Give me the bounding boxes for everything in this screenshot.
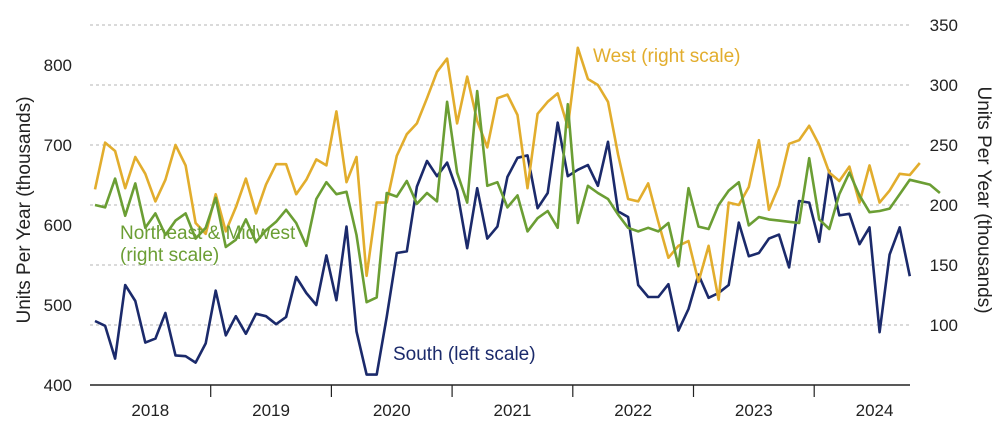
x-tick-2024: 2024 <box>856 401 894 420</box>
x-tick-2021: 2021 <box>494 401 532 420</box>
annotation-northeast-midwest: Northeast & Midwest (right scale) <box>120 223 301 266</box>
y-axis-right: 100 150 200 250 300 350 <box>930 16 958 335</box>
y-axis-left: 400 500 600 700 800 <box>44 56 72 395</box>
x-tick-2023: 2023 <box>735 401 773 420</box>
annotation-northeast-midwest-line1: Northeast & Midwest <box>120 223 296 244</box>
y-right-tick-350: 350 <box>930 16 958 35</box>
y-axis-label-right: Units Per Year (thousands) <box>973 86 994 313</box>
y-left-tick-600: 600 <box>44 216 72 235</box>
y-right-tick-200: 200 <box>930 196 958 215</box>
y-left-tick-800: 800 <box>44 56 72 75</box>
series-line-northeast-midwest <box>94 89 941 304</box>
annotation-northeast-midwest-line2: (right scale) <box>120 245 219 266</box>
x-tick-2022: 2022 <box>614 401 652 420</box>
y-left-tick-700: 700 <box>44 136 72 155</box>
x-tick-2018: 2018 <box>131 401 169 420</box>
y-right-tick-300: 300 <box>930 76 958 95</box>
x-tick-2019: 2019 <box>252 401 290 420</box>
y-right-tick-250: 250 <box>930 136 958 155</box>
y-right-tick-150: 150 <box>930 256 958 275</box>
annotation-west: West (right scale) <box>593 46 740 67</box>
series-line-south <box>94 121 912 376</box>
x-tick-2020: 2020 <box>373 401 411 420</box>
series-line-west <box>93 46 921 302</box>
grid-lines <box>90 24 910 326</box>
annotation-south: South (left scale) <box>393 344 536 365</box>
y-left-tick-400: 400 <box>44 376 72 395</box>
series-lines <box>93 46 941 376</box>
y-right-tick-100: 100 <box>930 316 958 335</box>
y-axis-label-left: Units Per Year (thousands) <box>14 96 35 323</box>
y-left-tick-500: 500 <box>44 296 72 315</box>
x-axis: 2018 2019 2020 2021 2022 2023 2024 <box>131 385 893 420</box>
